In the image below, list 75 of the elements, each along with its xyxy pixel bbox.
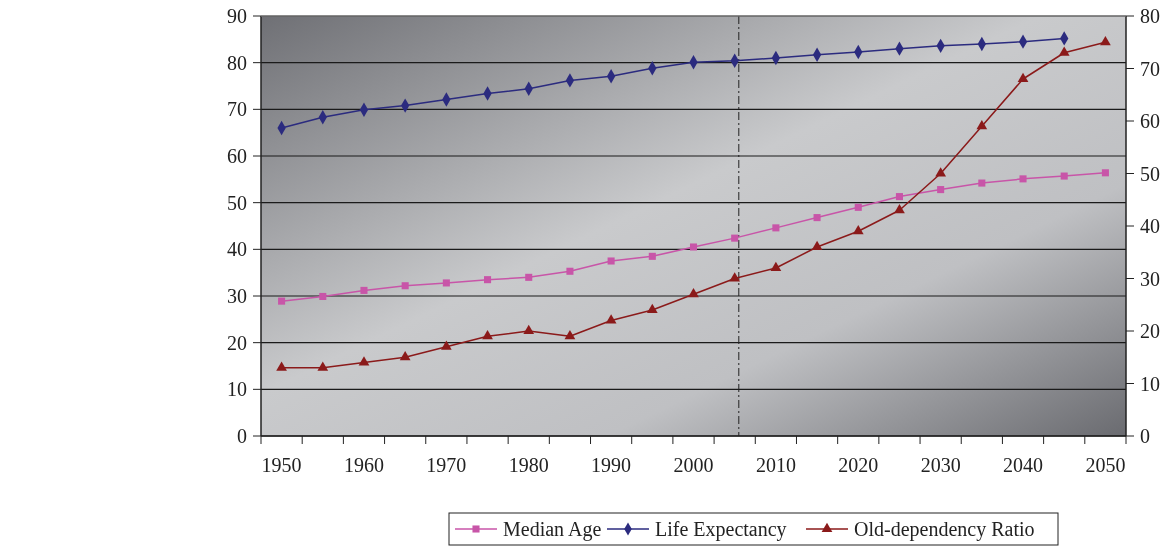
x-tick-label: 2030 — [920, 454, 961, 476]
point — [772, 224, 780, 232]
x-tick-label: 2020 — [838, 454, 879, 476]
point — [566, 267, 574, 275]
y2-tick-label: 70 — [1140, 57, 1160, 80]
point — [854, 203, 862, 211]
point — [894, 204, 905, 214]
y-tick-label: 80 — [227, 51, 247, 74]
point — [482, 330, 493, 340]
y-tick-label: 50 — [227, 191, 247, 214]
x-tick-label: 1950 — [261, 454, 302, 476]
point — [278, 297, 286, 305]
point — [484, 276, 492, 284]
y-tick-label: 20 — [227, 331, 247, 354]
y-tick-label: 90 — [227, 5, 247, 27]
point — [1060, 172, 1068, 180]
y2-tick-label: 0 — [1140, 425, 1150, 447]
point — [399, 351, 411, 361]
legend-label: Life Expectancy — [655, 518, 787, 541]
y2-tick-label: 20 — [1140, 320, 1160, 342]
y2-tick-label: 40 — [1140, 215, 1160, 237]
legend-label: Old-dependency Ratio — [854, 518, 1035, 541]
y-tick-label: 0 — [237, 425, 247, 447]
x-tick-label: 1980 — [508, 454, 549, 476]
y-tick-label: 30 — [227, 285, 247, 307]
point — [1019, 175, 1027, 183]
y-tick-label: 10 — [227, 378, 247, 401]
point — [605, 314, 617, 324]
x-tick-label: 2000 — [673, 454, 714, 476]
point — [440, 340, 452, 350]
x-tick-label: 1960 — [343, 454, 384, 476]
point — [689, 243, 698, 251]
point — [276, 361, 287, 371]
point — [935, 167, 947, 177]
point — [319, 292, 327, 300]
point — [1100, 36, 1111, 46]
point — [646, 303, 658, 314]
y-tick-label: 70 — [227, 98, 247, 121]
point — [525, 273, 533, 281]
point — [729, 272, 741, 282]
point — [442, 279, 450, 287]
point — [895, 193, 903, 201]
y2-tick-label: 50 — [1140, 162, 1160, 185]
x-tick-label: 1970 — [426, 454, 467, 476]
point — [523, 324, 535, 335]
point — [688, 288, 699, 298]
y-tick-label: 60 — [227, 145, 247, 167]
point — [813, 214, 821, 222]
point — [1101, 169, 1109, 177]
point — [358, 356, 370, 366]
point — [401, 282, 409, 290]
y2-tick-label: 60 — [1140, 110, 1160, 132]
point — [978, 179, 986, 187]
point — [770, 261, 782, 272]
point — [811, 240, 823, 251]
y2-tick-label: 30 — [1140, 267, 1160, 290]
point — [852, 225, 864, 235]
x-tick-label: 2040 — [1003, 454, 1044, 476]
point — [731, 234, 739, 242]
x-tick-label: 2010 — [755, 454, 796, 476]
legend-label: Median Age — [503, 518, 602, 541]
point — [607, 257, 615, 265]
y2-tick-label: 80 — [1140, 5, 1160, 27]
y-tick-label: 40 — [227, 238, 247, 261]
point — [1058, 46, 1070, 56]
y2-tick-label: 10 — [1140, 372, 1160, 395]
point — [360, 286, 368, 294]
x-tick-label: 2050 — [1085, 454, 1126, 476]
point — [648, 252, 656, 260]
x-tick-label: 1990 — [591, 454, 632, 476]
point — [564, 330, 576, 340]
point — [937, 186, 945, 194]
point — [976, 120, 988, 130]
point — [317, 361, 329, 371]
point — [1017, 72, 1029, 83]
